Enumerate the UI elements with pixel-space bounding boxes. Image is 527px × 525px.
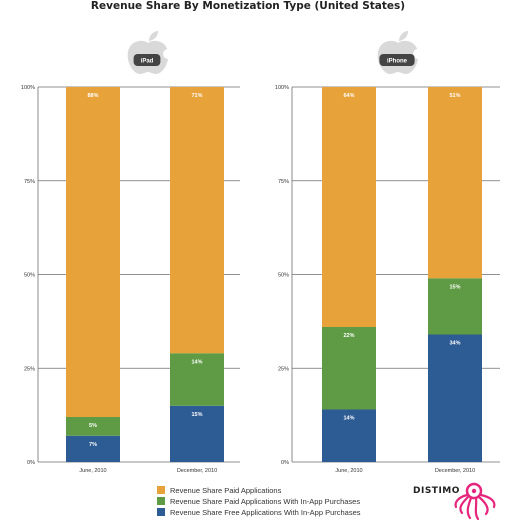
- y-tick-label: 75%: [24, 179, 35, 185]
- bar-value-label: 64%: [343, 93, 354, 99]
- bar-value-label: 5%: [89, 423, 97, 429]
- device-label: iPad: [141, 59, 154, 65]
- bar-value-label: 71%: [191, 93, 202, 99]
- device-label: iPhone: [387, 59, 408, 65]
- bar-value-label: 88%: [87, 93, 98, 99]
- bar-value-label: 22%: [343, 333, 354, 339]
- chart-title: Revenue Share By Monetization Type (Unit…: [91, 0, 405, 12]
- bar-segment-paid: [428, 87, 482, 279]
- bar-value-label: 14%: [191, 359, 202, 365]
- chart-panel-ipad: iPad 0% 25% 50% 75% 100% 7% 5% 88% June, 2010 15% 1…: [21, 31, 240, 474]
- legend-swatch-paid_iap: [157, 497, 165, 505]
- x-category-label: December, 2010: [177, 468, 217, 474]
- bar-segment-free_iap: [66, 435, 120, 462]
- device-label-badge: [379, 54, 415, 66]
- bar-segment-paid_iap: [66, 417, 120, 436]
- x-category-label: June, 2010: [79, 468, 106, 474]
- bar-segment-paid_iap: [428, 278, 482, 335]
- y-tick-label: 50%: [24, 273, 35, 279]
- apple-logo-icon: [377, 31, 423, 75]
- brand-name: DISTIMO: [413, 486, 460, 496]
- legend-label: Revenue Share Paid Applications: [170, 486, 282, 495]
- legend-swatch-free_iap: [157, 508, 165, 516]
- legend-swatch-paid: [157, 486, 165, 494]
- chart-panel-iphone: iPhone 0% 25% 50% 75% 100% 14% 22% 64% June, 2010…: [275, 31, 500, 474]
- bar-value-label: 51%: [449, 93, 460, 99]
- y-tick-label: 25%: [24, 366, 35, 372]
- legend-label: Revenue Share Free Applications With In-…: [170, 508, 361, 517]
- brand-logo: DISTIMO: [413, 482, 496, 521]
- bar-segment-paid: [322, 87, 376, 327]
- bar-value-label: 14%: [343, 416, 354, 422]
- y-tick-label: 100%: [275, 85, 289, 91]
- y-tick-label: 0%: [281, 460, 289, 466]
- bar-value-label: 7%: [89, 442, 97, 448]
- bar-value-label: 15%: [191, 412, 202, 418]
- y-tick-label: 100%: [21, 85, 35, 91]
- x-category-label: June, 2010: [335, 468, 362, 474]
- device-label-badge: [133, 54, 161, 66]
- bar-segment-free_iap: [428, 334, 482, 462]
- bar-segment-free_iap: [170, 405, 224, 462]
- y-tick-label: 0%: [27, 460, 35, 466]
- bar-segment-free_iap: [322, 409, 376, 462]
- y-tick-label: 50%: [278, 273, 289, 279]
- octopus-mascot-icon: [454, 482, 496, 521]
- legend: Revenue Share Paid Applications Revenue S…: [157, 486, 361, 517]
- bar-segment-paid: [66, 87, 120, 417]
- bar-value-label: 15%: [449, 284, 460, 290]
- y-tick-label: 75%: [278, 179, 289, 185]
- legend-label: Revenue Share Paid Applications With In-…: [170, 497, 360, 506]
- bar-segment-paid_iap: [170, 353, 224, 406]
- bar-segment-paid: [170, 87, 224, 354]
- bar-segment-paid_iap: [322, 327, 376, 410]
- y-tick-label: 25%: [278, 366, 289, 372]
- bar-value-label: 34%: [449, 341, 460, 347]
- apple-logo-icon: [127, 31, 173, 75]
- x-category-label: December, 2010: [435, 468, 475, 474]
